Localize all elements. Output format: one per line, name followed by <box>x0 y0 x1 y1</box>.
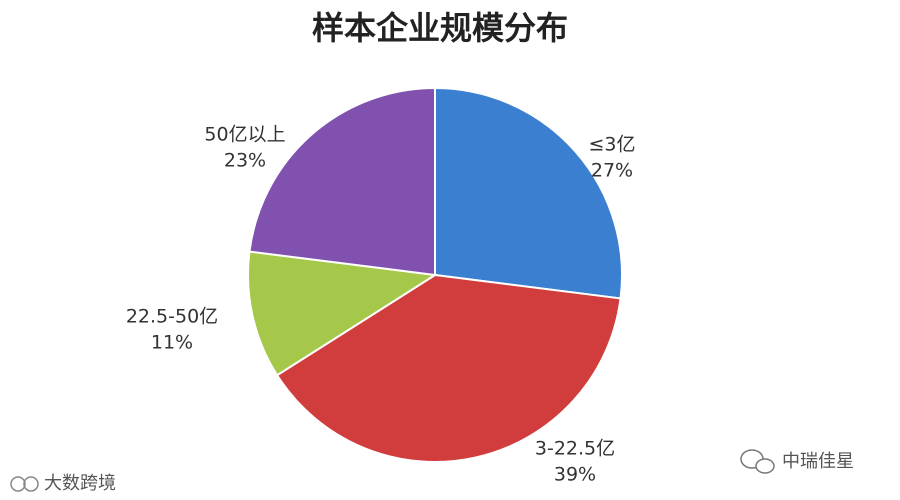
watermark-left: 大数跨境 <box>44 473 116 494</box>
watermark-left-icon <box>10 476 39 492</box>
slice-label: ≤3亿 <box>588 134 635 156</box>
slice-value-label: 27% <box>591 160 633 182</box>
pie-slice <box>434 86 623 300</box>
watermark-right-icon <box>740 449 775 474</box>
slice-label: 3-22.5亿 <box>535 438 615 460</box>
chart-title: 样本企业规模分布 <box>312 9 568 47</box>
slice-value-label: 23% <box>224 150 266 172</box>
slice-value-label: 39% <box>554 464 596 486</box>
slice-value-label: 11% <box>151 332 193 354</box>
slice-label: 50亿以上 <box>204 124 285 146</box>
slice-label: 22.5-50亿 <box>126 306 218 328</box>
pie-slice <box>247 250 438 377</box>
pie-slice <box>248 86 436 277</box>
watermark-right: 中瑞佳星 <box>782 451 854 472</box>
